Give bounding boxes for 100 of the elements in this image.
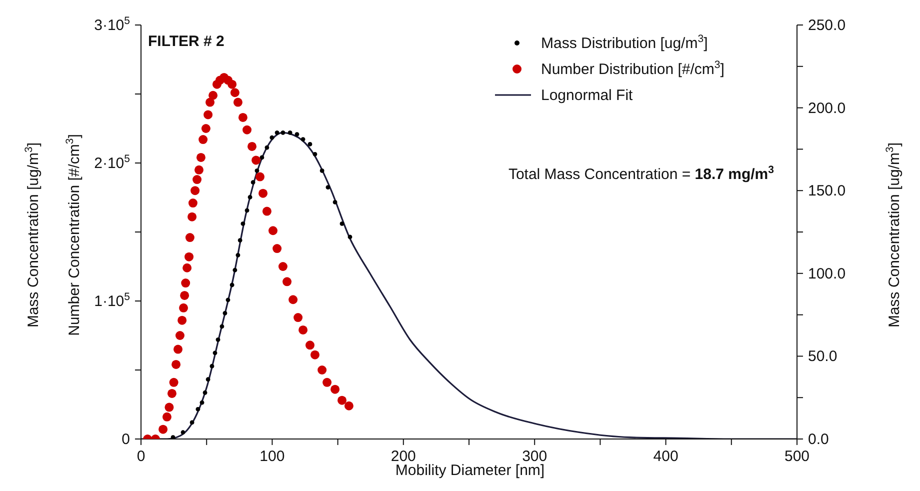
point <box>188 212 197 222</box>
point <box>216 337 220 342</box>
point <box>167 388 176 398</box>
x-tick-label: 0 <box>136 448 146 465</box>
y2-tick-label: 0.0 <box>808 431 829 448</box>
point <box>185 233 194 242</box>
point <box>260 155 264 160</box>
point <box>300 137 306 142</box>
point <box>230 88 240 98</box>
point <box>288 295 298 304</box>
point <box>288 130 292 135</box>
point <box>174 344 182 354</box>
point <box>208 90 218 100</box>
point <box>318 366 327 374</box>
point <box>230 282 234 288</box>
point <box>200 400 204 405</box>
point <box>262 206 272 216</box>
point <box>254 168 260 173</box>
y2-tick-label: 200.0 <box>808 100 846 117</box>
point <box>228 80 237 89</box>
point <box>236 252 240 258</box>
point <box>206 98 215 107</box>
point <box>194 165 204 174</box>
point <box>220 324 224 329</box>
point <box>172 360 181 369</box>
x-tick-label: 500 <box>784 448 810 465</box>
point <box>272 244 282 254</box>
point <box>179 303 188 312</box>
annotation: Total Mass Concentration = 18.7 mg/m$^{3}$ <box>508 164 774 183</box>
point <box>310 350 320 360</box>
point <box>190 420 194 425</box>
point <box>244 208 250 213</box>
point <box>247 142 256 151</box>
point <box>180 290 190 300</box>
annotation: FILTER # 2 <box>148 33 224 50</box>
point <box>242 125 252 134</box>
point <box>252 156 261 165</box>
point <box>274 130 280 135</box>
x-tick-label: 300 <box>522 448 548 465</box>
legend-label: Mass Distribution [ug/m$^{3}$] <box>541 33 708 52</box>
point <box>332 200 338 204</box>
point <box>196 406 200 412</box>
point <box>233 98 242 107</box>
point <box>190 186 200 196</box>
point <box>169 378 178 387</box>
point <box>348 234 352 240</box>
x-tick-label: 400 <box>653 448 678 465</box>
point <box>180 430 186 435</box>
point <box>198 135 208 144</box>
point <box>162 412 172 422</box>
x-axis-title: Mobility Diameter [nm] <box>395 462 545 479</box>
point <box>210 364 214 368</box>
point <box>294 132 300 136</box>
point <box>226 298 230 302</box>
point <box>326 185 330 190</box>
y2-tick-label: 100.0 <box>808 265 846 282</box>
y2-tick-label: 150.0 <box>808 182 846 200</box>
point <box>268 226 278 236</box>
point <box>308 142 312 146</box>
y-tick-label: 3·10$^{5}$ <box>94 15 130 34</box>
legend-label: Lognormal Fit <box>541 87 634 104</box>
point <box>181 278 190 288</box>
point <box>330 384 340 394</box>
point <box>238 238 242 242</box>
point <box>240 222 246 226</box>
point <box>158 424 168 434</box>
point <box>280 130 286 135</box>
legend-label: Number Distribution [#/cm$^{3}$] <box>541 59 724 78</box>
y-tick-label: 1·10$^{5}$ <box>94 291 130 310</box>
x-tick-label: 200 <box>390 448 416 465</box>
y2-tick-label: 250.0 <box>808 17 846 34</box>
point <box>264 145 270 150</box>
point <box>222 310 228 316</box>
point <box>320 168 324 173</box>
point <box>338 396 346 405</box>
point <box>175 331 184 340</box>
point <box>248 195 252 200</box>
point <box>192 175 202 184</box>
point <box>184 252 194 262</box>
point <box>201 124 210 133</box>
point <box>232 268 238 272</box>
point <box>298 325 308 334</box>
point <box>322 378 332 387</box>
point <box>282 277 292 286</box>
point <box>182 263 192 272</box>
point <box>258 188 268 198</box>
x-tick-label: 100 <box>260 448 285 465</box>
point <box>238 112 248 122</box>
point <box>305 340 314 350</box>
y2-tick-label: 50.0 <box>808 348 838 366</box>
point <box>188 198 198 208</box>
point <box>294 313 303 322</box>
point <box>256 172 264 182</box>
point <box>202 390 208 395</box>
point <box>250 180 256 185</box>
point <box>340 222 344 226</box>
point <box>196 152 206 162</box>
point <box>270 135 274 140</box>
point <box>212 350 218 356</box>
y-tick-label: 2·10$^{5}$ <box>94 153 130 172</box>
